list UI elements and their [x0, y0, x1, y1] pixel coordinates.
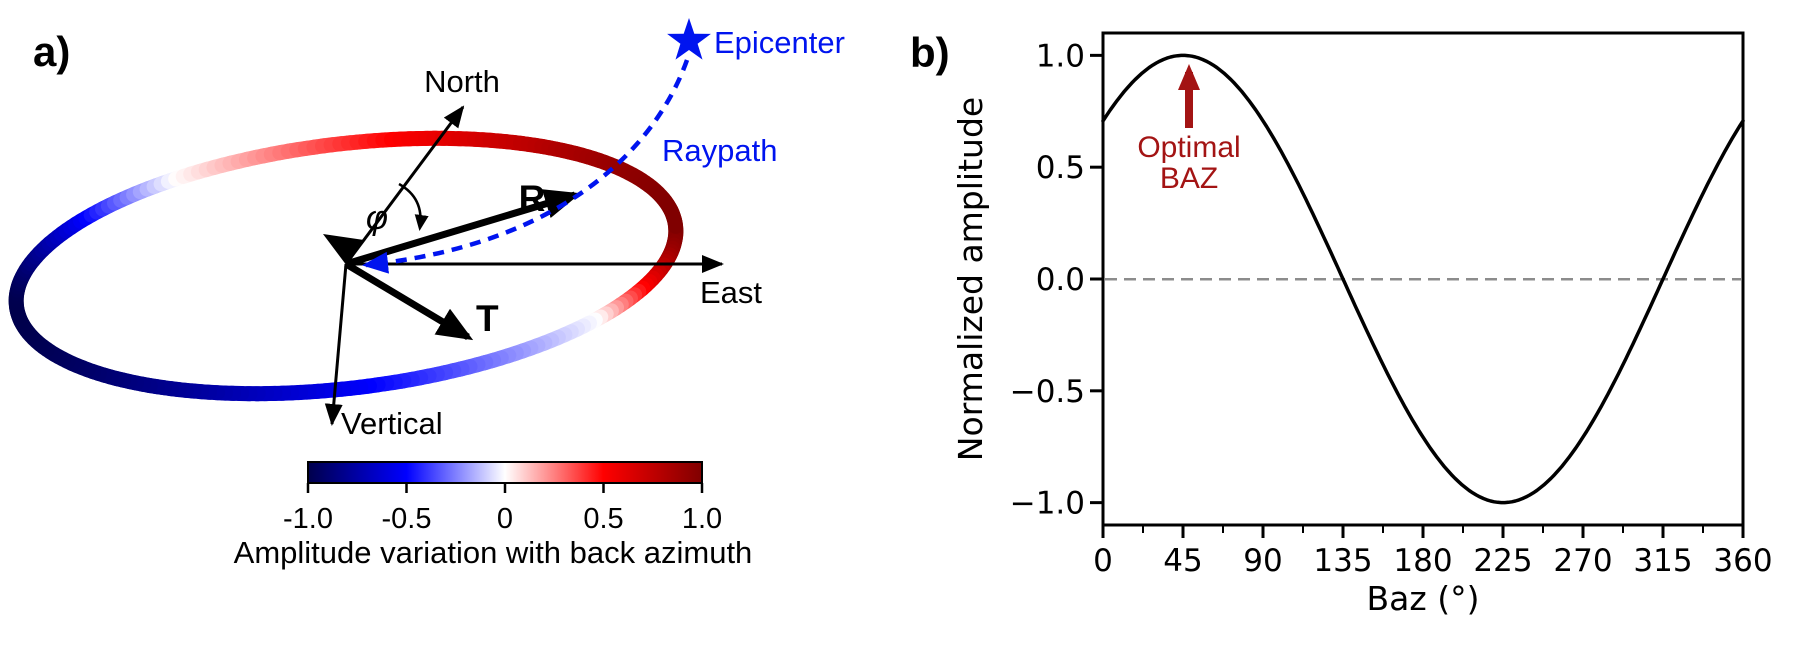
epicenter-label: Epicenter [714, 25, 845, 60]
amplitude-ring-segment [667, 214, 684, 234]
transverse-vector-arrow [344, 260, 474, 341]
y-axis-label: Normalized amplitude [951, 97, 990, 461]
phi-angle-label: φ [366, 199, 388, 237]
amplitude-ring [8, 130, 684, 402]
y-tick-label: −0.5 [1010, 374, 1085, 410]
colorbar-tick-label: 0.5 [583, 503, 623, 535]
x-tick-label: 180 [1393, 543, 1452, 579]
raypath-dashed-curve [362, 59, 690, 274]
panel-b-label: b) [910, 29, 950, 76]
phi-angle-arc [398, 182, 429, 231]
panel-a-label: a) [33, 28, 70, 75]
x-tick-label: 270 [1553, 543, 1612, 579]
vertical-axis-arrow [324, 263, 348, 426]
x-tick-label: 315 [1633, 543, 1692, 579]
y-tick-label: 0.5 [1036, 150, 1085, 186]
x-tick-label: 225 [1473, 543, 1532, 579]
x-tick-label: 0 [1093, 543, 1113, 579]
x-tick-label: 90 [1243, 543, 1282, 579]
optimal-baz-text-line1: Optimal [1137, 131, 1240, 164]
x-axis-ticks: 0 45 90 135 180 225 270 315 360 [1093, 525, 1773, 579]
amplitude-curve [1101, 53, 1745, 505]
colorbar-ticks: -1.0 -0.5 0 0.5 1.0 [283, 483, 722, 535]
vertical-axis-label: Vertical [341, 406, 443, 441]
panel-b: b) 0 45 90 135 180 225 270 315 360 1.0 0.5 0.0 −0.5… [910, 29, 1773, 618]
north-axis-arrow [344, 105, 465, 265]
colorbar [307, 461, 703, 484]
station-triangle-icon [323, 234, 364, 266]
panel-a: a) North East Vertical R T φ Epicenter R… [8, 18, 845, 570]
colorbar-tick-label: 0 [497, 503, 513, 535]
colorbar-label: Amplitude variation with back azimuth [234, 535, 753, 570]
epicenter-star-icon [667, 18, 711, 60]
transverse-vector-label: T [476, 298, 499, 339]
east-axis-label: East [700, 275, 762, 310]
x-tick-label: 135 [1313, 543, 1372, 579]
y-tick-label: −1.0 [1010, 486, 1085, 522]
radial-vector-label: R [519, 178, 546, 219]
colorbar-tick-label: 1.0 [682, 503, 722, 535]
x-axis-label: Baz (°) [1367, 579, 1480, 618]
optimal-baz-text-line2: BAZ [1160, 162, 1218, 195]
colorbar-tick-label: -0.5 [382, 503, 432, 535]
north-axis-label: North [424, 64, 500, 99]
x-tick-label: 360 [1713, 543, 1772, 579]
raypath-label: Raypath [662, 133, 777, 168]
y-tick-label: 0.0 [1036, 262, 1085, 298]
colorbar-tick-label: -1.0 [283, 503, 333, 535]
y-tick-label: 1.0 [1036, 38, 1085, 74]
y-axis-ticks: 1.0 0.5 0.0 −0.5 −1.0 [1010, 38, 1103, 522]
x-tick-label: 45 [1163, 543, 1202, 579]
